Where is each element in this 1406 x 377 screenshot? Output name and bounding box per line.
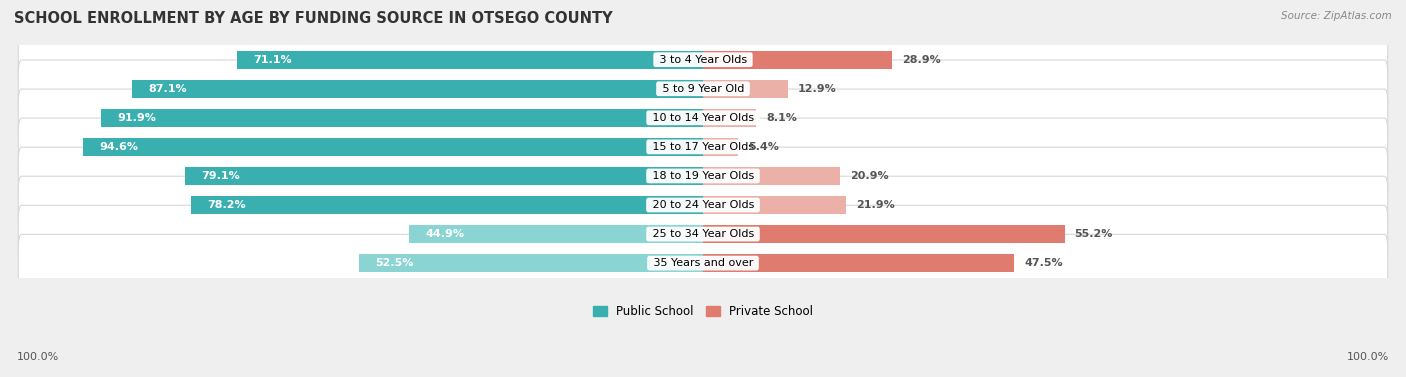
Bar (191, 196, 703, 214)
Text: 79.1%: 79.1% (201, 171, 240, 181)
Text: 100.0%: 100.0% (17, 352, 59, 362)
Text: 12.9%: 12.9% (797, 84, 837, 94)
Text: 8.1%: 8.1% (766, 113, 797, 123)
Bar (132, 80, 703, 98)
Text: 91.9%: 91.9% (117, 113, 156, 123)
Text: 47.5%: 47.5% (1024, 258, 1063, 268)
Text: SCHOOL ENROLLMENT BY AGE BY FUNDING SOURCE IN OTSEGO COUNTY: SCHOOL ENROLLMENT BY AGE BY FUNDING SOUR… (14, 11, 613, 26)
Text: 15 to 17 Year Olds: 15 to 17 Year Olds (648, 142, 758, 152)
Bar (703, 51, 893, 69)
Text: 20 to 24 Year Olds: 20 to 24 Year Olds (648, 200, 758, 210)
Bar (703, 196, 846, 214)
Text: 25 to 34 Year Olds: 25 to 34 Year Olds (648, 229, 758, 239)
Text: 87.1%: 87.1% (149, 84, 187, 94)
Legend: Public School, Private School: Public School, Private School (588, 300, 818, 323)
FancyBboxPatch shape (18, 147, 1388, 205)
Text: 5.4%: 5.4% (748, 142, 779, 152)
FancyBboxPatch shape (18, 60, 1388, 118)
Text: 44.9%: 44.9% (425, 229, 464, 239)
Bar (238, 51, 703, 69)
Text: 10 to 14 Year Olds: 10 to 14 Year Olds (648, 113, 758, 123)
Text: Source: ZipAtlas.com: Source: ZipAtlas.com (1281, 11, 1392, 21)
Text: 35 Years and over: 35 Years and over (650, 258, 756, 268)
Text: 55.2%: 55.2% (1074, 229, 1114, 239)
Text: 28.9%: 28.9% (903, 55, 941, 65)
Text: 100.0%: 100.0% (1347, 352, 1389, 362)
Text: 71.1%: 71.1% (253, 55, 292, 65)
Bar (703, 80, 787, 98)
Text: 52.5%: 52.5% (375, 258, 413, 268)
Bar (359, 254, 703, 272)
Bar (703, 109, 756, 127)
FancyBboxPatch shape (18, 118, 1388, 176)
Bar (703, 138, 738, 156)
Text: 18 to 19 Year Olds: 18 to 19 Year Olds (648, 171, 758, 181)
Text: 21.9%: 21.9% (856, 200, 896, 210)
FancyBboxPatch shape (18, 176, 1388, 234)
Bar (83, 138, 703, 156)
Bar (409, 225, 703, 243)
Text: 94.6%: 94.6% (100, 142, 139, 152)
FancyBboxPatch shape (18, 89, 1388, 147)
Bar (101, 109, 703, 127)
FancyBboxPatch shape (18, 205, 1388, 263)
Bar (703, 254, 1014, 272)
Text: 20.9%: 20.9% (849, 171, 889, 181)
Text: 5 to 9 Year Old: 5 to 9 Year Old (658, 84, 748, 94)
Bar (703, 225, 1064, 243)
Bar (184, 167, 703, 185)
FancyBboxPatch shape (18, 31, 1388, 89)
Bar (703, 167, 839, 185)
FancyBboxPatch shape (18, 234, 1388, 292)
Text: 78.2%: 78.2% (207, 200, 246, 210)
Text: 3 to 4 Year Olds: 3 to 4 Year Olds (655, 55, 751, 65)
